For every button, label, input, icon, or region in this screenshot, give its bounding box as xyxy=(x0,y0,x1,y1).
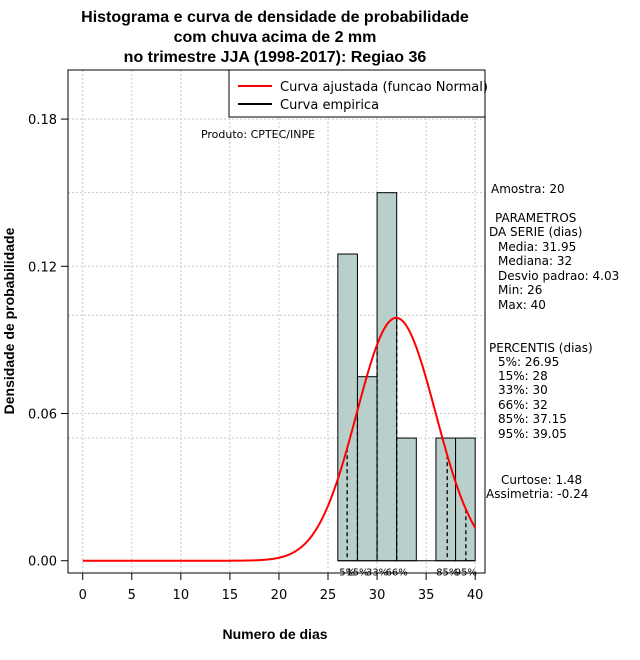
y-tick-label: 0.00 xyxy=(28,555,57,570)
histogram-bar xyxy=(396,437,417,562)
plot-frame xyxy=(67,69,486,574)
x-tick-label: 25 xyxy=(320,588,337,603)
legend-label-normal: Curva ajustada (funcao Normal) xyxy=(280,80,488,95)
x-tick-label: 40 xyxy=(467,588,484,603)
x-axis: 0 5 10 15 20 25 30 35 40 xyxy=(79,572,484,603)
legend: Curva ajustada (funcao Normal) Curva emp… xyxy=(228,69,488,118)
stat-max: Max: 40 xyxy=(498,298,546,312)
gridlines xyxy=(68,70,485,573)
x-tick-label: 20 xyxy=(271,588,288,603)
stat-params-title-1: PARAMETROS xyxy=(495,211,576,225)
stat-assimetria: Assimetria: -0.24 xyxy=(486,487,588,501)
y-tick-label: 0.12 xyxy=(28,260,57,275)
stat-desvio: Desvio padrao: 4.03 xyxy=(498,269,619,283)
stat-p66: 66%: 32 xyxy=(498,398,548,412)
x-tick-label: 30 xyxy=(369,588,386,603)
histogram-bar xyxy=(356,376,378,562)
stat-p5: 5%: 26.95 xyxy=(498,355,559,369)
chart-title-line-3: no trimestre JJA (1998-2017): Regiao 36 xyxy=(124,49,427,66)
stat-p33: 33%: 30 xyxy=(498,383,548,397)
stat-min: Min: 26 xyxy=(498,283,542,297)
x-tick-label: 10 xyxy=(173,588,190,603)
chart-title-line-1: Histograma e curva de densidade de proba… xyxy=(81,9,469,26)
legend-box xyxy=(228,69,486,118)
legend-label-empirical: Curva empirica xyxy=(280,98,379,113)
chart-title-line-2: com chuva acima de 2 mm xyxy=(174,29,377,46)
x-tick-label: 35 xyxy=(418,588,435,603)
stat-p85: 85%: 37.15 xyxy=(498,412,567,426)
histogram-bars xyxy=(337,192,476,562)
stat-params-title-2: DA SERIE (dias) xyxy=(489,225,582,239)
y-tick-label: 0.18 xyxy=(28,113,57,128)
stat-amostra: Amostra: 20 xyxy=(491,182,565,196)
stat-percentis-title: PERCENTIS (dias) xyxy=(489,341,593,355)
stat-curtose: Curtose: 1.48 xyxy=(501,473,582,487)
x-tick-label: 0 xyxy=(79,588,87,603)
stats-panel: Amostra: 20 PARAMETROS DA SERIE (dias) M… xyxy=(486,182,619,501)
x-tick-label: 5 xyxy=(128,588,136,603)
stat-media: Media: 31.95 xyxy=(498,240,576,254)
normal-curve-line xyxy=(82,316,477,562)
y-axis: 0.00 0.06 0.12 0.18 xyxy=(28,113,69,570)
stat-p15: 15%: 28 xyxy=(498,369,548,383)
stat-p95: 95%: 39.05 xyxy=(498,427,567,441)
y-tick-label: 0.06 xyxy=(28,408,57,423)
histogram-bar xyxy=(435,437,457,562)
histogram-bar xyxy=(455,437,476,562)
product-annotation: Produto: CPTEC/INPE xyxy=(201,128,315,141)
stat-mediana: Mediana: 32 xyxy=(498,254,572,268)
histogram-bar xyxy=(376,192,398,562)
x-tick-label: 15 xyxy=(222,588,239,603)
x-axis-title: Numero de dias xyxy=(222,626,327,642)
y-axis-title: Densidade de probabilidade xyxy=(1,227,17,414)
